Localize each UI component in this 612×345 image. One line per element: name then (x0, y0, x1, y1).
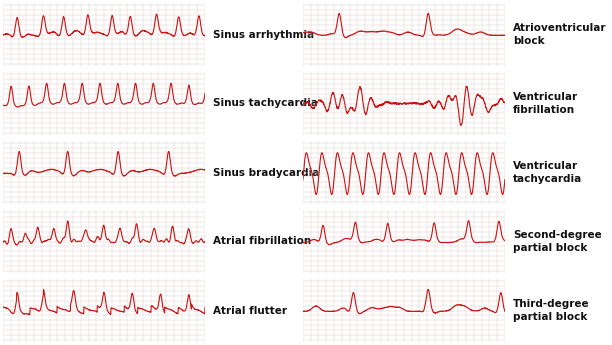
Text: Atrioventricular
block: Atrioventricular block (513, 23, 606, 46)
Text: Sinus bradycardia: Sinus bradycardia (213, 168, 319, 177)
Text: Ventricular
tachycardia: Ventricular tachycardia (513, 161, 582, 184)
Text: Atrial fibrillation: Atrial fibrillation (213, 237, 312, 246)
Text: Third-degree
partial block: Third-degree partial block (513, 299, 589, 322)
Text: Atrial flutter: Atrial flutter (213, 306, 287, 315)
Text: Sinus arrhythmia: Sinus arrhythmia (213, 30, 314, 39)
Text: Ventricular
fibrillation: Ventricular fibrillation (513, 92, 578, 115)
Text: Sinus tachycardia: Sinus tachycardia (213, 99, 318, 108)
Text: Second-degree
partial block: Second-degree partial block (513, 230, 602, 253)
